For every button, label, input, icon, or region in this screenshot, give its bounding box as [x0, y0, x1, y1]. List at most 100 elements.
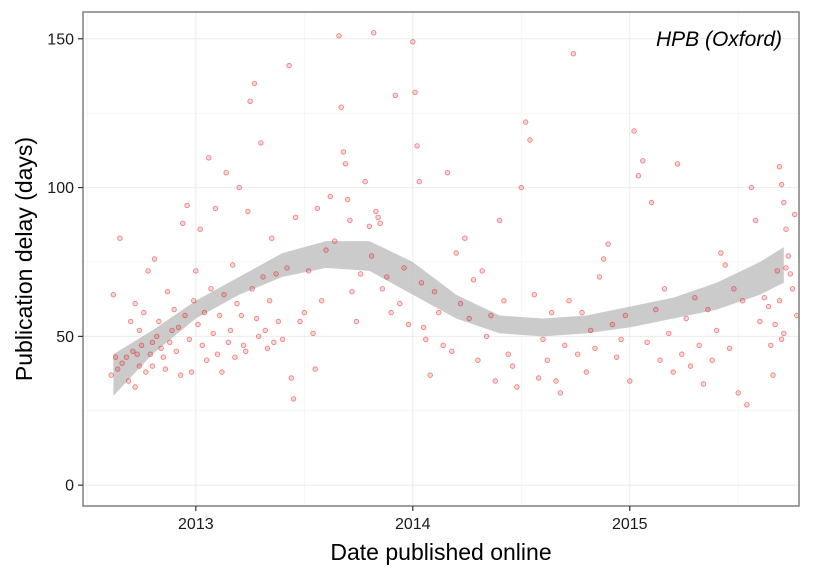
data-point: [644, 339, 650, 345]
data-point: [362, 178, 368, 185]
data-point: [127, 318, 134, 325]
data-point: [160, 354, 166, 360]
data-point: [449, 348, 455, 354]
data-point: [271, 339, 277, 345]
data-point: [661, 286, 668, 292]
data-point: [114, 366, 121, 372]
data-point: [147, 351, 153, 357]
data-point: [266, 298, 273, 304]
data-point: [210, 330, 216, 337]
data-point: [722, 262, 728, 268]
data-point: [310, 330, 316, 337]
data-point: [588, 327, 594, 334]
data-point: [134, 351, 140, 357]
data-point: [401, 265, 407, 271]
data-point: [225, 339, 232, 345]
data-point: [505, 351, 511, 357]
data-point: [622, 312, 629, 319]
data-point: [776, 163, 783, 170]
data-point: [640, 158, 646, 164]
data-point: [609, 321, 616, 328]
data-point: [156, 318, 162, 325]
data-point: [416, 178, 422, 185]
data-point: [327, 193, 333, 200]
data-point: [726, 345, 733, 351]
data-point: [141, 309, 147, 316]
data-point: [479, 268, 485, 274]
data-point: [566, 298, 572, 304]
data-point: [488, 312, 494, 319]
data-point: [583, 369, 590, 375]
data-point: [527, 137, 533, 143]
data-point: [713, 327, 720, 334]
data-point: [544, 357, 550, 363]
data-point: [368, 253, 375, 259]
data-point: [249, 286, 255, 292]
data-point: [201, 309, 208, 316]
data-point: [679, 351, 685, 357]
data-point: [483, 333, 490, 340]
data-point: [286, 62, 292, 69]
data-point: [238, 312, 245, 319]
y-axis-title: Publication delay (days): [11, 137, 37, 381]
data-point: [709, 357, 715, 363]
data-point: [319, 298, 325, 304]
data-point: [151, 256, 158, 262]
data-point: [177, 372, 184, 378]
data-point: [397, 300, 403, 307]
data-point: [522, 119, 529, 125]
data-point: [229, 262, 236, 268]
data-point: [377, 220, 383, 226]
data-point: [262, 327, 268, 334]
data-point: [453, 250, 459, 256]
data-point: [553, 378, 559, 384]
data-points: [108, 30, 800, 408]
data-point: [666, 330, 672, 337]
data-point: [167, 339, 173, 345]
data-point: [273, 271, 279, 277]
data-point: [475, 357, 481, 363]
data-point: [251, 80, 258, 87]
data-point: [414, 143, 420, 149]
data-point: [216, 312, 223, 319]
data-point: [687, 363, 694, 369]
data-point: [501, 298, 507, 304]
data-point: [110, 292, 117, 298]
data-point: [173, 348, 179, 354]
data-point: [256, 333, 262, 340]
data-point: [288, 375, 294, 381]
data-point: [260, 274, 266, 280]
data-point: [149, 339, 156, 345]
data-point: [427, 372, 433, 378]
data-point: [208, 286, 214, 292]
data-point: [186, 336, 192, 342]
data-point: [123, 354, 130, 360]
data-point: [752, 217, 759, 223]
data-point: [670, 369, 676, 375]
data-point: [188, 369, 195, 375]
data-point: [349, 289, 355, 295]
data-point: [158, 345, 164, 351]
data-point: [596, 274, 603, 280]
data-point: [221, 292, 227, 298]
data-point: [731, 286, 737, 292]
data-point: [466, 315, 472, 322]
data-point: [175, 324, 182, 331]
data-point: [336, 33, 342, 39]
data-point: [410, 39, 416, 45]
data-point: [492, 378, 498, 384]
data-point: [212, 205, 219, 212]
data-point: [366, 223, 373, 229]
plot-border: [82, 11, 800, 507]
data-point: [112, 354, 119, 360]
data-point: [236, 184, 242, 191]
data-point: [117, 235, 123, 241]
data-point: [290, 396, 297, 402]
data-point: [180, 220, 186, 226]
data-point: [423, 336, 429, 342]
x-axis-ticks: 2013 2014 2015: [178, 506, 648, 533]
data-point: [496, 217, 503, 223]
data-point: [245, 208, 251, 215]
data-point: [125, 378, 132, 384]
data-point: [347, 217, 353, 223]
